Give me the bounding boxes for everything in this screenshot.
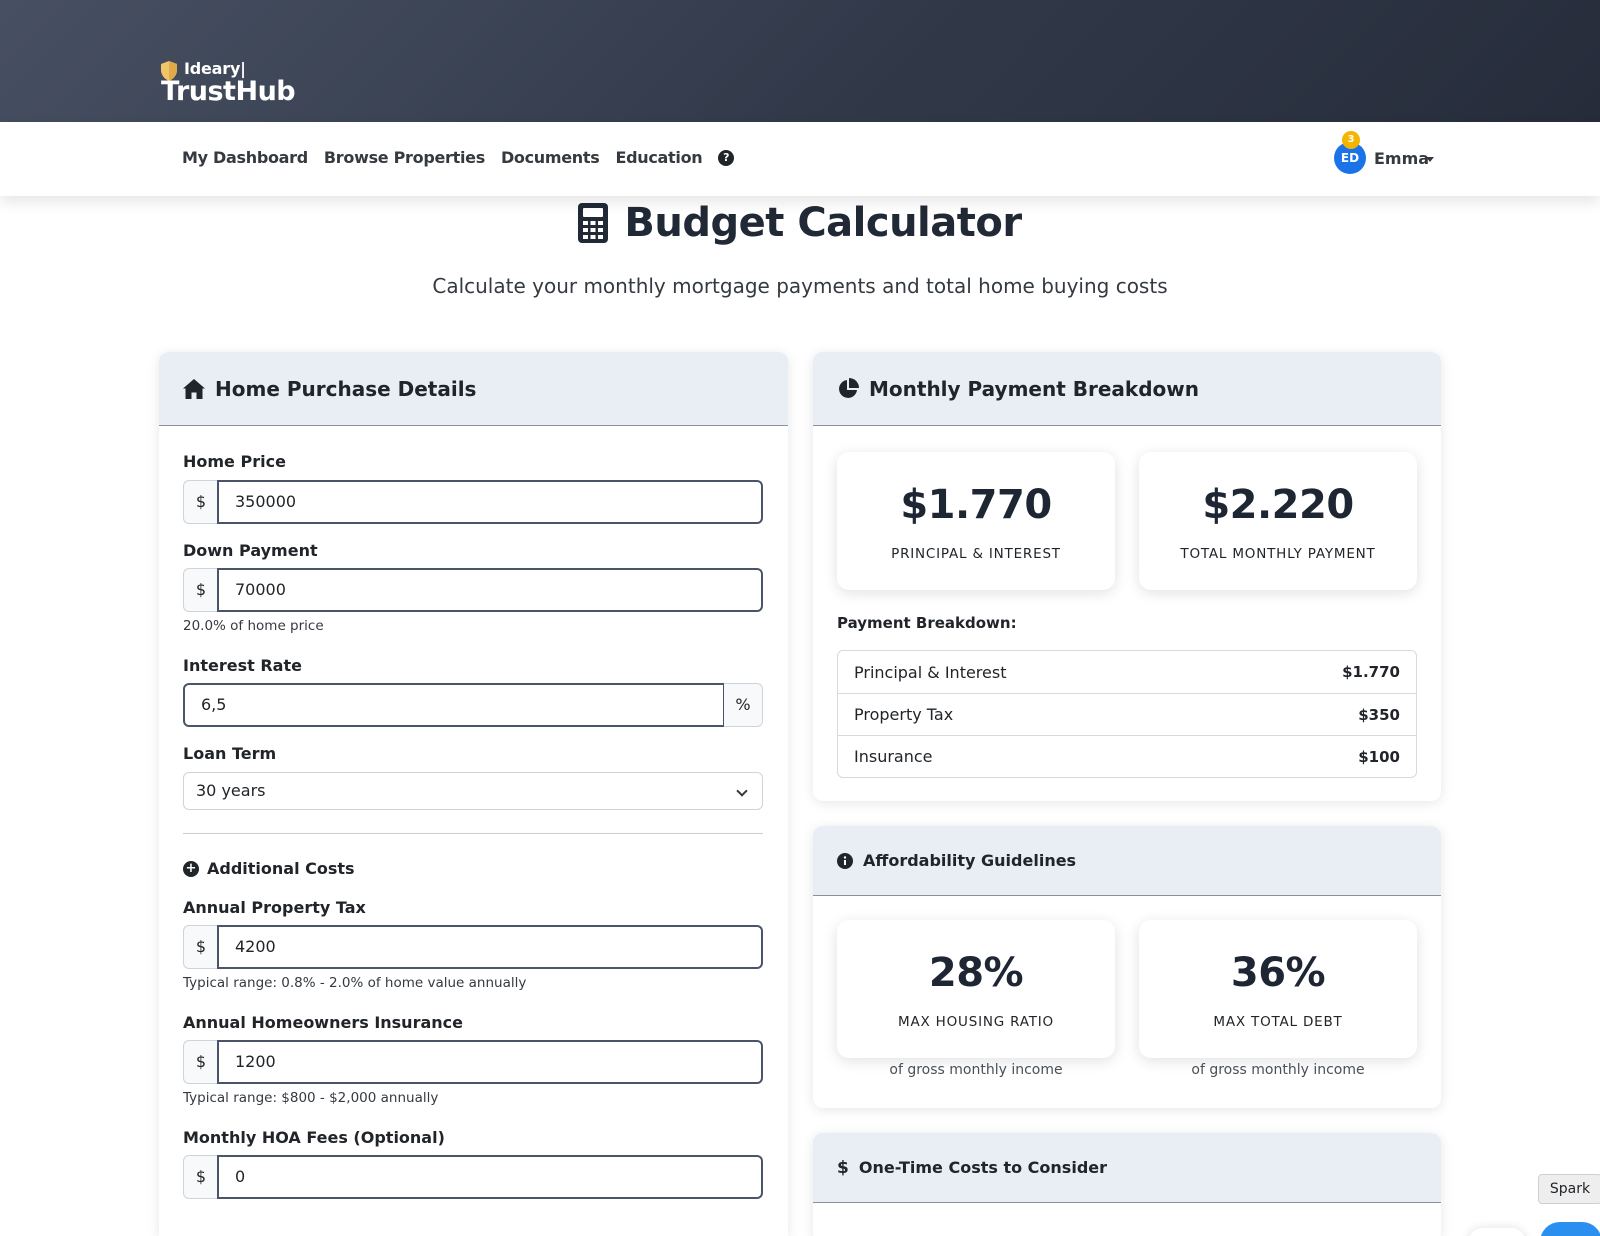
additional-costs-toggle[interactable]: + Additional Costs [183, 859, 355, 878]
dollar-prefix: $ [183, 1040, 218, 1084]
card-title: Monthly Payment Breakdown [869, 376, 1199, 401]
property-tax-input[interactable]: 4200 [217, 925, 763, 969]
stat-caption: TOTAL MONTHLY PAYMENT [1180, 546, 1376, 562]
chevron-down-icon [736, 785, 748, 797]
home-purchase-card: Home Purchase Details Home Price $ 35000… [159, 352, 788, 1236]
nav-browse-properties[interactable]: Browse Properties [323, 148, 485, 167]
home-price-label: Home Price [183, 452, 286, 471]
main-nav: My Dashboard Browse Properties Documents… [0, 122, 1600, 196]
housing-ratio-stat: 28% MAX HOUSING RATIO [837, 920, 1115, 1058]
stat-value: $1.770 [900, 482, 1052, 528]
insurance-label: Annual Homeowners Insurance [183, 1013, 463, 1032]
property-tax-help: Typical range: 0.8% - 2.0% of home value… [183, 975, 527, 991]
monthly-breakdown-card: Monthly Payment Breakdown $1.770 PRINCIP… [813, 352, 1441, 801]
card-header: Home Purchase Details [159, 352, 788, 426]
pie-chart-icon [839, 377, 859, 398]
down-payment-help: 20.0% of home price [183, 618, 324, 634]
hoa-input[interactable]: 0 [217, 1155, 763, 1199]
dollar-icon: $ [837, 1157, 849, 1178]
down-payment-label: Down Payment [183, 541, 318, 560]
property-tax-label: Annual Property Tax [183, 898, 366, 917]
percent-suffix: % [724, 683, 763, 727]
property-tax-field: $ 4200 [183, 925, 763, 969]
insurance-help: Typical range: $800 - $2,000 annually [183, 1090, 439, 1106]
row-value: $100 [1358, 747, 1400, 766]
debt-note: of gross monthly income [1191, 1062, 1365, 1078]
housing-note: of gross monthly income [889, 1062, 1063, 1078]
dollar-prefix: $ [183, 568, 218, 612]
nav-documents[interactable]: Documents [500, 148, 600, 167]
dollar-prefix: $ [183, 480, 218, 524]
info-icon [837, 852, 853, 869]
total-monthly-stat: $2.220 TOTAL MONTHLY PAYMENT [1139, 452, 1417, 590]
row-label: Property Tax [854, 705, 954, 724]
hoa-label: Monthly HOA Fees (Optional) [183, 1128, 445, 1147]
dollar-prefix: $ [183, 925, 218, 969]
stat-value: 36% [1230, 950, 1326, 996]
spark-button[interactable] [1540, 1222, 1600, 1236]
loan-term-value: 30 years [196, 781, 266, 800]
user-name[interactable]: Emma [1374, 149, 1430, 168]
insurance-field: $ 1200 [183, 1040, 763, 1084]
page-title: Budget Calculator [624, 200, 1022, 246]
loan-term-select[interactable]: 30 years [183, 772, 763, 810]
home-price-input[interactable]: 350000 [217, 480, 763, 524]
home-price-field: $ 350000 [183, 480, 763, 524]
interest-rate-field: 6,5 % [183, 683, 763, 727]
page-title-block: Budget Calculator [0, 196, 1600, 247]
stat-caption: MAX HOUSING RATIO [898, 1014, 1054, 1030]
row-value: $350 [1358, 705, 1400, 724]
hoa-field: $ 0 [183, 1155, 763, 1199]
additional-costs-label: Additional Costs [207, 859, 355, 878]
stat-value: $2.220 [1202, 482, 1354, 528]
calculator-icon [578, 203, 609, 243]
nav-education[interactable]: Education [615, 148, 703, 167]
breakdown-table: Principal & Interest $1.770 Property Tax… [837, 650, 1417, 778]
table-row: Principal & Interest $1.770 [838, 651, 1416, 693]
caret-down-icon[interactable] [1426, 157, 1434, 162]
card-title: Home Purchase Details [215, 376, 477, 401]
page-subtitle: Calculate your monthly mortgage payments… [432, 274, 1168, 298]
row-label: Insurance [854, 747, 933, 766]
one-time-costs-card: $ One-Time Costs to Consider [813, 1133, 1441, 1236]
affordability-card: Affordability Guidelines 28% MAX HOUSING… [813, 826, 1441, 1108]
payment-breakdown-label: Payment Breakdown: [837, 614, 1017, 632]
total-debt-stat: 36% MAX TOTAL DEBT [1139, 920, 1417, 1058]
stat-value: 28% [928, 950, 1024, 996]
divider [183, 833, 763, 834]
stat-caption: PRINCIPAL & INTEREST [891, 546, 1061, 562]
principal-interest-stat: $1.770 PRINCIPAL & INTEREST [837, 452, 1115, 590]
notification-badge: 3 [1342, 131, 1360, 149]
interest-rate-input[interactable]: 6,5 [183, 683, 725, 727]
plus-circle-icon: + [183, 860, 199, 877]
card-title: One-Time Costs to Consider [858, 1158, 1108, 1177]
help-icon[interactable]: ? [718, 149, 735, 166]
chat-bubble[interactable] [1468, 1228, 1526, 1236]
brand-name: TrustHub [161, 76, 296, 107]
card-header: Affordability Guidelines [813, 826, 1441, 896]
table-row: Property Tax $350 [838, 693, 1416, 735]
down-payment-input[interactable]: 70000 [217, 568, 763, 612]
down-payment-field: $ 70000 [183, 568, 763, 612]
insurance-input[interactable]: 1200 [217, 1040, 763, 1084]
brand-small: Ideary| [184, 59, 246, 78]
nav-my-dashboard[interactable]: My Dashboard [182, 148, 308, 167]
interest-rate-label: Interest Rate [183, 656, 302, 675]
card-header: Monthly Payment Breakdown [813, 352, 1441, 426]
stat-caption: MAX TOTAL DEBT [1213, 1014, 1343, 1030]
card-header: $ One-Time Costs to Consider [813, 1133, 1441, 1203]
top-header: Ideary| TrustHub [0, 0, 1600, 122]
spark-tooltip: Spark [1538, 1174, 1600, 1204]
loan-term-label: Loan Term [183, 744, 277, 763]
home-icon [183, 378, 205, 399]
row-label: Principal & Interest [854, 662, 1007, 682]
dollar-prefix: $ [183, 1155, 218, 1199]
table-row: Insurance $100 [838, 735, 1416, 777]
shield-icon [161, 61, 177, 81]
card-title: Affordability Guidelines [863, 851, 1077, 870]
row-value: $1.770 [1342, 663, 1400, 681]
